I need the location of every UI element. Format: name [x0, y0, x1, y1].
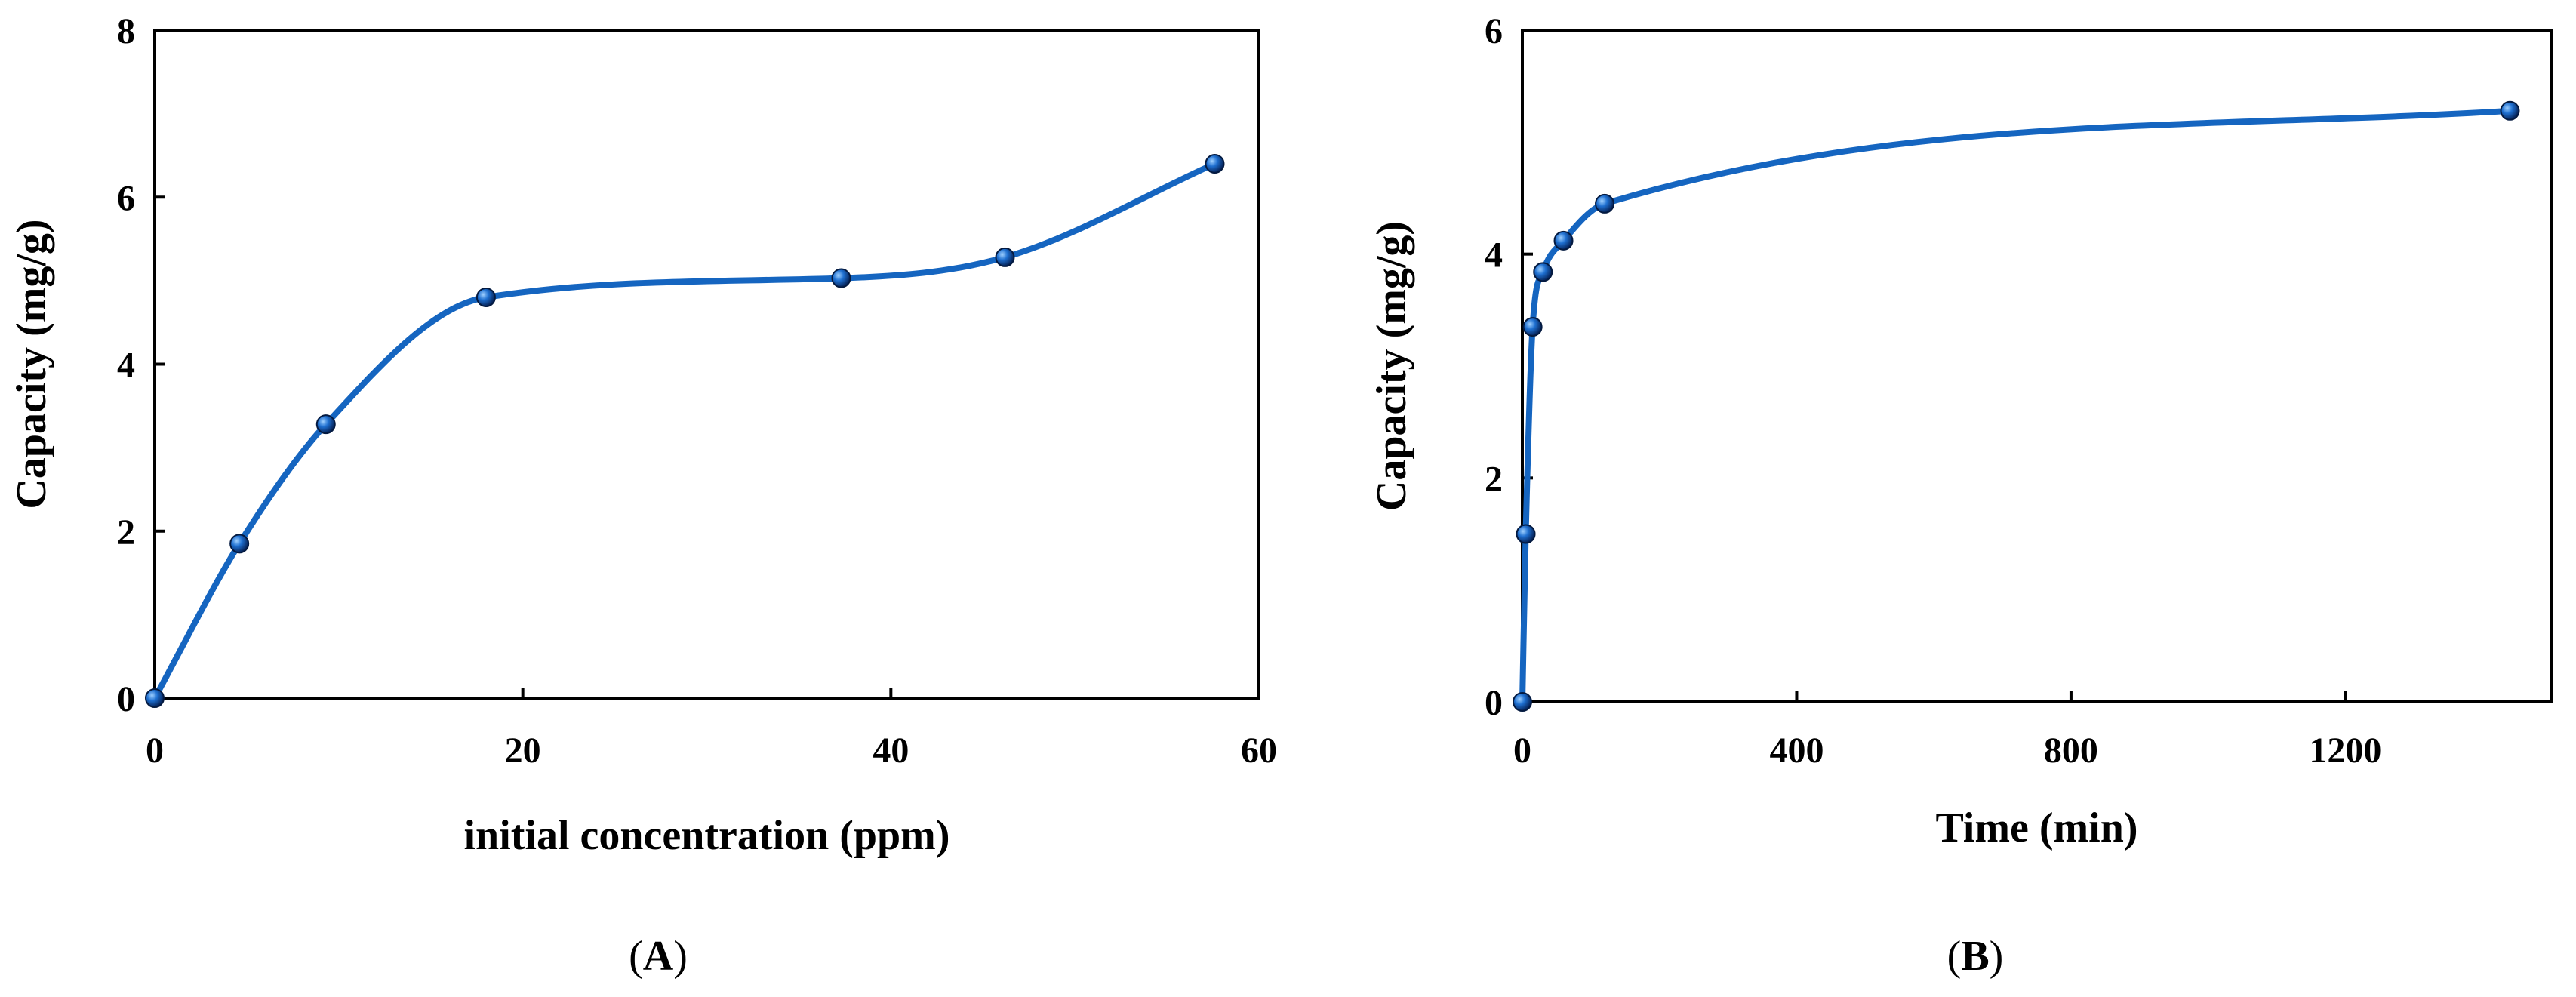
chart-panel-b: 0 2 4 6 0 400 800 1200 Time (min) Capacity (mg/g)… [1368, 11, 2553, 980]
plot-frame [1521, 29, 2553, 703]
data-point [831, 268, 851, 288]
panel-label: (B) [1947, 933, 2004, 980]
series-line [152, 161, 1218, 701]
data-point [1516, 524, 1536, 544]
y-axis-title: Capacity (mg/g) [1368, 221, 1415, 511]
x-tick-label: 800 [2044, 731, 2098, 771]
y-tick-label: 0 [117, 679, 135, 719]
data-point [1522, 317, 1543, 337]
y-tick-label: 4 [117, 346, 135, 386]
x-tick-label: 1200 [2309, 731, 2381, 771]
y-tick-label: 2 [117, 512, 135, 552]
y-tick-label: 6 [117, 178, 135, 218]
x-tick-label: 0 [146, 731, 164, 771]
chart-panel-a: 0 2 4 6 8 0 20 40 60 initial concentration (ppm) C… [8, 11, 1277, 980]
data-point [229, 534, 250, 554]
data-point [995, 247, 1015, 267]
data-point [2500, 100, 2520, 121]
data-point [145, 688, 165, 708]
data-point [475, 288, 496, 307]
data-point [1205, 154, 1225, 174]
x-tick-label: 400 [1769, 731, 1824, 771]
data-point [1553, 230, 1574, 251]
y-tick-label: 8 [117, 11, 135, 51]
y-axis-title: Capacity (mg/g) [8, 219, 55, 509]
y-tick-label: 6 [1485, 11, 1503, 51]
panel-label: (A) [629, 933, 688, 980]
series-line [1519, 107, 2513, 705]
y-tick-label: 4 [1485, 235, 1503, 275]
plot-frame [153, 29, 1260, 700]
y-tick-label: 0 [1485, 683, 1503, 723]
y-tick-label: 2 [1485, 459, 1503, 499]
data-point [315, 414, 336, 435]
x-tick-label: 0 [1513, 731, 1531, 771]
data-point [1513, 692, 1532, 712]
data-point [1533, 262, 1553, 282]
data-point [1595, 193, 1615, 214]
x-axis-title: initial concentration (ppm) [464, 812, 950, 859]
x-tick-label: 40 [873, 731, 909, 771]
x-tick-label: 20 [505, 731, 541, 771]
x-tick-label: 60 [1241, 731, 1277, 771]
x-axis-title: Time (min) [1935, 805, 2137, 851]
